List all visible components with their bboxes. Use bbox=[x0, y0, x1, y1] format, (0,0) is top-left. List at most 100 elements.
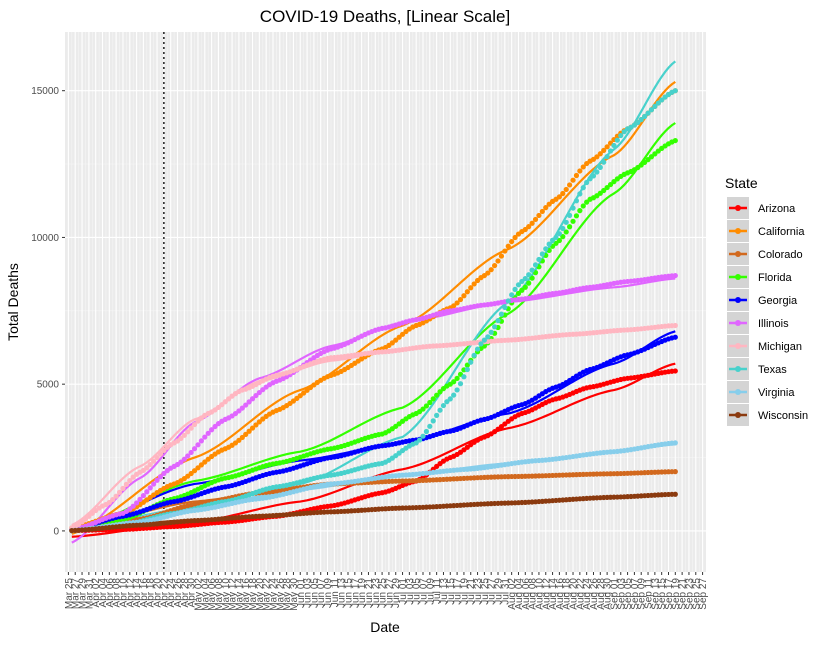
x-tick-label: Sep 17 bbox=[664, 578, 675, 610]
x-tick-label: Sep 07 bbox=[630, 578, 641, 610]
data-point bbox=[529, 267, 535, 273]
data-point bbox=[198, 462, 204, 468]
data-point bbox=[437, 389, 443, 395]
data-point bbox=[549, 237, 556, 243]
x-tick-label: May 22 bbox=[262, 578, 273, 611]
x-tick-label: Jun 29 bbox=[391, 578, 402, 608]
data-point bbox=[246, 399, 252, 405]
data-point bbox=[157, 451, 164, 457]
data-point bbox=[594, 169, 600, 175]
data-point bbox=[185, 429, 191, 435]
data-point bbox=[659, 97, 665, 103]
x-tick-label: Jul 25 bbox=[480, 578, 491, 605]
x-tick-label: Jul 05 bbox=[412, 578, 423, 605]
data-point bbox=[485, 334, 491, 340]
legend-key-point bbox=[735, 343, 741, 349]
data-point bbox=[191, 446, 198, 452]
data-point bbox=[584, 179, 590, 186]
data-point bbox=[488, 267, 494, 273]
data-point bbox=[522, 276, 528, 282]
x-tick-label: May 24 bbox=[268, 578, 279, 611]
data-point bbox=[181, 432, 187, 438]
legend-label: Texas bbox=[758, 364, 787, 376]
data-point bbox=[532, 262, 539, 268]
x-tick-label: May 02 bbox=[193, 578, 204, 611]
x-tick-label: Jul 23 bbox=[473, 578, 484, 605]
data-point bbox=[546, 201, 552, 207]
data-point bbox=[188, 425, 194, 431]
data-point bbox=[611, 142, 617, 149]
data-point bbox=[498, 253, 505, 259]
x-tick-label: Jun 15 bbox=[343, 578, 354, 608]
data-point bbox=[498, 311, 505, 317]
x-tick-label: Mar 31 bbox=[84, 578, 95, 610]
data-point bbox=[672, 469, 678, 475]
x-tick-label: Sep 03 bbox=[616, 578, 627, 610]
x-tick-label: Sep 25 bbox=[691, 578, 702, 610]
legend-key-point bbox=[735, 412, 741, 418]
data-point bbox=[635, 119, 641, 126]
data-point bbox=[584, 199, 590, 205]
x-tick-label: Jul 03 bbox=[405, 578, 416, 605]
legend-label: Georgia bbox=[758, 295, 798, 307]
x-tick-label: Apr 14 bbox=[132, 578, 143, 608]
legend-key-point bbox=[735, 228, 741, 234]
data-point bbox=[457, 296, 464, 303]
data-point bbox=[580, 203, 586, 209]
data-point bbox=[519, 278, 525, 285]
y-tick-label: 15000 bbox=[31, 86, 59, 97]
data-point bbox=[509, 238, 515, 245]
x-tick-label: Jul 31 bbox=[500, 578, 511, 605]
data-point bbox=[236, 408, 242, 414]
data-point bbox=[638, 117, 644, 123]
data-point bbox=[471, 352, 477, 358]
data-point bbox=[178, 435, 184, 442]
data-point bbox=[461, 374, 467, 380]
legend-item-texas: Texas bbox=[727, 358, 787, 380]
data-point bbox=[648, 107, 655, 113]
data-point bbox=[522, 284, 528, 290]
data-point bbox=[427, 399, 433, 406]
x-tick-label: May 14 bbox=[234, 578, 245, 611]
x-tick-label: May 10 bbox=[221, 578, 232, 611]
data-point bbox=[604, 184, 610, 191]
data-point bbox=[580, 185, 586, 191]
data-point bbox=[672, 491, 678, 497]
series-points-wisconsin bbox=[69, 491, 678, 534]
x-tick-label: Jul 17 bbox=[453, 578, 464, 605]
data-point bbox=[573, 198, 580, 204]
data-point bbox=[543, 246, 549, 252]
x-tick-label: May 16 bbox=[241, 578, 252, 611]
x-tick-label: Sep 05 bbox=[623, 578, 634, 610]
data-point bbox=[202, 434, 208, 440]
data-point bbox=[212, 423, 218, 430]
data-point bbox=[560, 234, 566, 240]
data-point bbox=[594, 154, 600, 160]
chart-title: COVID-19 Deaths, [Linear Scale] bbox=[260, 7, 510, 26]
data-point bbox=[546, 241, 552, 247]
x-tick-label: Aug 04 bbox=[514, 578, 525, 610]
data-point bbox=[556, 194, 562, 200]
data-point bbox=[396, 334, 402, 340]
x-tick-label: Jun 11 bbox=[330, 578, 341, 608]
data-point bbox=[464, 362, 470, 368]
x-tick-label: Aug 12 bbox=[541, 578, 552, 610]
legend-item-michigan: Michigan bbox=[727, 335, 802, 357]
data-point bbox=[563, 219, 569, 225]
data-point bbox=[468, 285, 474, 291]
data-point bbox=[604, 144, 610, 150]
data-point bbox=[601, 159, 607, 165]
data-point bbox=[597, 164, 603, 170]
data-point bbox=[607, 148, 614, 154]
data-point bbox=[427, 423, 433, 429]
data-point bbox=[130, 474, 136, 480]
x-tick-label: May 26 bbox=[275, 578, 286, 611]
legend-item-colorado: Colorado bbox=[727, 243, 803, 265]
data-point bbox=[154, 477, 160, 483]
data-point bbox=[161, 470, 167, 477]
data-point bbox=[502, 304, 508, 311]
x-tick-label: Jul 27 bbox=[487, 578, 498, 605]
data-point bbox=[495, 258, 501, 264]
